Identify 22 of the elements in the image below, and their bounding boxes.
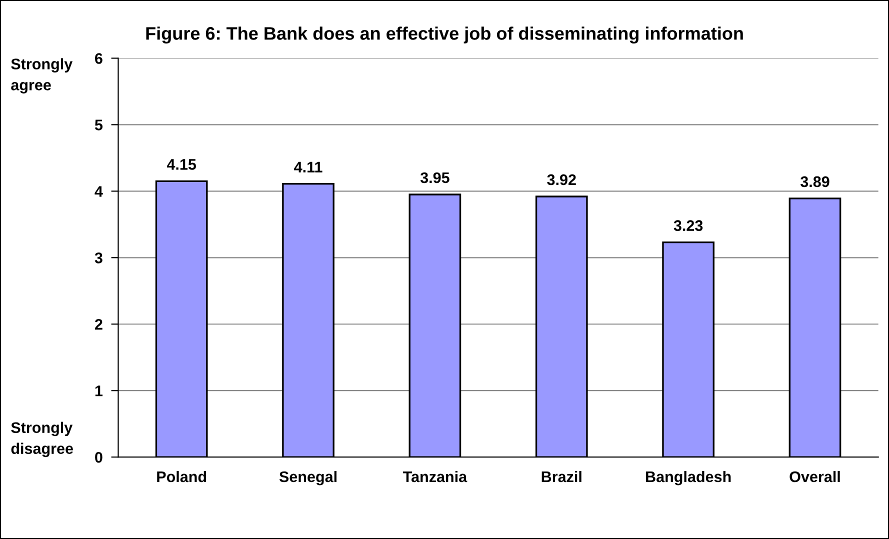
y-tick-label: 4 xyxy=(94,186,103,197)
y-tick-label: 1 xyxy=(95,386,103,396)
x-tick-label: Bangladesh xyxy=(646,470,731,486)
chart-title: Figure 6: The Bank does an effective job of disseminating information xyxy=(146,26,743,44)
x-tick-label: Overall xyxy=(790,470,840,482)
data-label: 3.92 xyxy=(547,174,576,186)
x-tick-label: Senegal xyxy=(279,470,336,486)
y-tick-label: 3 xyxy=(94,252,102,264)
x-tick-label: Tanzania xyxy=(402,470,468,482)
data-label: 3.89 xyxy=(800,176,830,188)
text: Strongly disagree xyxy=(11,422,73,458)
y-tick-label: 5 xyxy=(94,120,103,130)
data-label: 4.11 xyxy=(294,162,322,172)
data-label: 3.95 xyxy=(420,172,450,184)
x-tick-label: Poland xyxy=(157,470,206,482)
data-label: 3.23 xyxy=(674,220,703,232)
data-label: 4.15 xyxy=(166,159,196,170)
x-tick-label: Brazil xyxy=(542,470,582,482)
text: Strongly agree xyxy=(11,58,73,94)
y-tick-label: 0 xyxy=(95,452,102,463)
y-tick-label: 6 xyxy=(95,53,102,64)
y-tick-label: 2 xyxy=(94,318,102,330)
